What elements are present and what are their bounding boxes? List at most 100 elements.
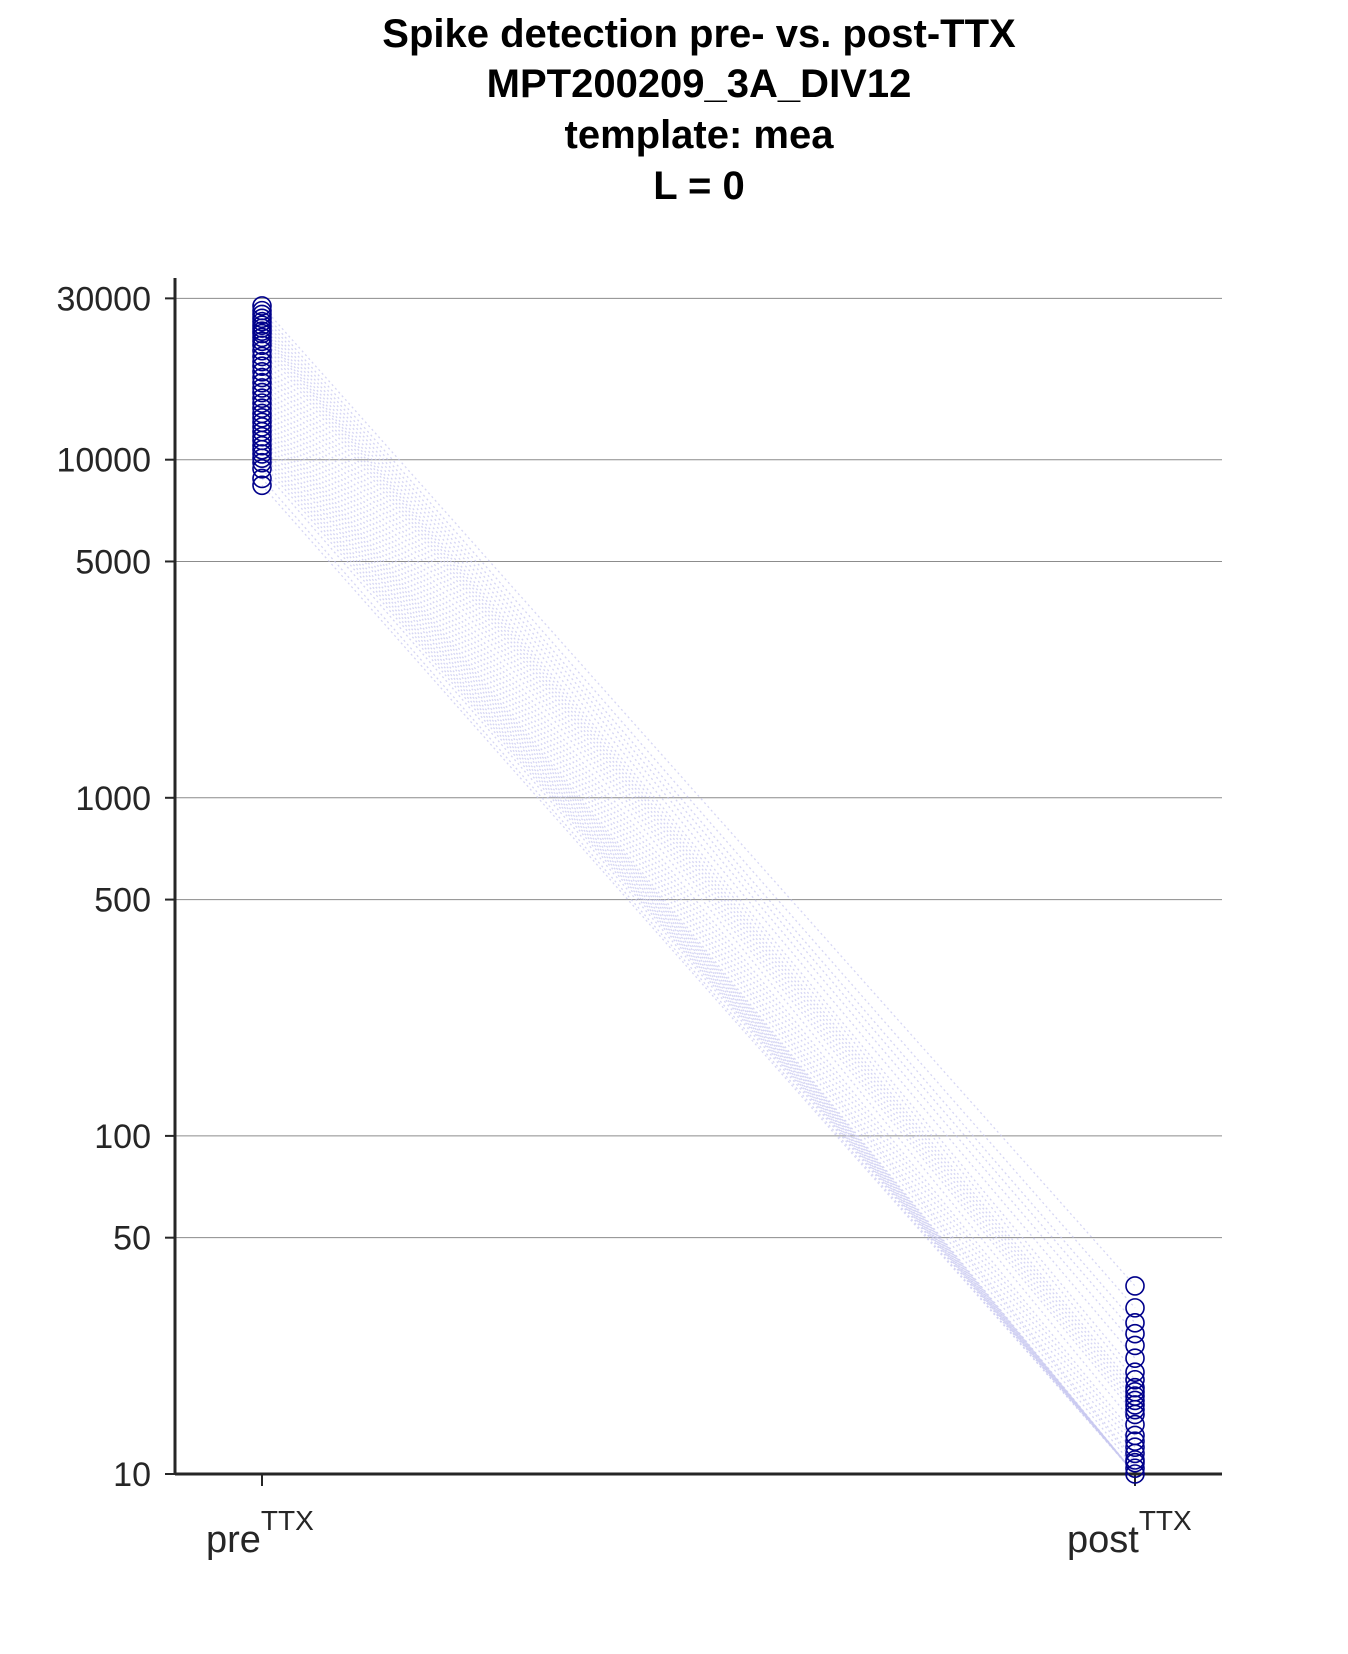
y-tick-label-10: 10 xyxy=(113,1456,151,1494)
post-ttx-point xyxy=(1125,1369,1145,1390)
post-ttx-point xyxy=(1125,1404,1145,1425)
pair-line xyxy=(261,377,1136,1442)
post-ttx-point xyxy=(1125,1276,1145,1296)
pre-ttx-point xyxy=(252,444,272,464)
pre-ttx-point xyxy=(252,296,272,316)
pair-line xyxy=(261,431,1136,1475)
pair-line xyxy=(261,468,1136,1475)
x-category-label-post: postTTX xyxy=(1067,1505,1192,1561)
y-tick-label-1000: 1000 xyxy=(75,780,151,818)
pair-line xyxy=(261,484,1136,1475)
y-tick-label-50: 50 xyxy=(113,1220,151,1258)
pre-ttx-point xyxy=(252,439,272,460)
pair-line xyxy=(261,333,1136,1389)
post-ttx-point xyxy=(1125,1390,1145,1411)
pair-line xyxy=(261,457,1136,1475)
pre-ttx-point xyxy=(252,408,272,428)
pair-line xyxy=(261,356,1136,1411)
pair-line xyxy=(261,392,1136,1461)
pair-line xyxy=(261,327,1136,1373)
pre-ttx-point xyxy=(252,382,272,403)
pre-ttx-point xyxy=(252,458,272,479)
tick-labels: 10 50 100 500 1000 5000 10000 30000 preTTX postTT… xyxy=(56,280,1192,1561)
post-ttx-point xyxy=(1125,1452,1145,1473)
pair-line xyxy=(261,330,1136,1381)
axes xyxy=(165,278,1222,1486)
pair-line xyxy=(261,445,1136,1475)
y-tick-label-10000: 10000 xyxy=(56,442,151,480)
x-category-label-pre: preTTX xyxy=(206,1505,314,1561)
post-ttx-point xyxy=(1125,1335,1145,1356)
pair-line xyxy=(261,321,1136,1346)
pair-line xyxy=(261,305,1136,1287)
post-ttx-point xyxy=(1125,1399,1145,1420)
post-ttx-point xyxy=(1125,1437,1145,1458)
pair-line xyxy=(261,361,1136,1415)
post-ttx-point xyxy=(1125,1362,1145,1383)
pre-ttx-point xyxy=(252,448,272,469)
post-ttx-point xyxy=(1125,1298,1145,1318)
pre-ttx-point xyxy=(252,361,272,382)
grid-lines xyxy=(175,297,1222,1239)
pair-line xyxy=(261,336,1136,1393)
pair-line xyxy=(261,382,1136,1448)
post-ttx-point xyxy=(1125,1464,1145,1484)
pre-ttx-point xyxy=(252,468,272,489)
pair-line xyxy=(261,371,1136,1436)
pre-ttx-point xyxy=(252,378,272,398)
post-ttx-point xyxy=(1125,1443,1145,1464)
pre-ttx-point xyxy=(252,346,272,367)
pre-ttx-point xyxy=(252,367,272,388)
pair-line xyxy=(261,421,1136,1475)
pair-lines xyxy=(261,305,1136,1475)
pair-line xyxy=(261,440,1136,1475)
chart-title-line-4: L = 0 xyxy=(653,164,745,208)
pair-line xyxy=(261,436,1136,1475)
pair-line xyxy=(261,344,1136,1401)
data-markers xyxy=(252,296,1145,1484)
pair-line xyxy=(261,402,1136,1469)
y-tick-label-500: 500 xyxy=(94,882,151,920)
pair-line xyxy=(261,426,1136,1475)
y-tick-label-30000: 30000 xyxy=(56,280,151,318)
pre-ttx-point xyxy=(252,372,272,393)
chart-title-line-2: MPT200209_3A_DIV12 xyxy=(486,62,912,106)
pair-line xyxy=(261,350,1136,1406)
pre-ttx-point xyxy=(252,351,272,372)
y-tick-label-100: 100 xyxy=(94,1118,151,1156)
pre-ttx-point xyxy=(252,335,272,356)
pair-line xyxy=(261,397,1136,1464)
chart-title-line-1: Spike detection pre- vs. post-TTX xyxy=(382,12,1016,56)
pair-line xyxy=(261,413,1136,1475)
pre-ttx-point xyxy=(252,356,272,377)
pre-ttx-point xyxy=(252,331,272,352)
pair-line xyxy=(261,478,1136,1475)
chart-title-line-3: template: mea xyxy=(564,113,834,157)
y-tick-label-5000: 5000 xyxy=(75,543,151,581)
pre-ttx-point xyxy=(252,327,272,348)
pair-line xyxy=(261,453,1136,1475)
pre-ttx-point xyxy=(252,340,272,361)
post-ttx-point xyxy=(1125,1458,1145,1479)
pair-line xyxy=(261,365,1136,1426)
pair-line xyxy=(261,324,1136,1359)
pair-line xyxy=(261,417,1136,1475)
pre-ttx-point xyxy=(252,475,272,496)
post-ttx-point xyxy=(1125,1395,1145,1415)
pre-ttx-point xyxy=(252,435,272,456)
post-ttx-point xyxy=(1125,1348,1145,1369)
pre-ttx-point xyxy=(252,393,272,413)
pre-ttx-point xyxy=(252,452,272,473)
pair-line xyxy=(261,449,1136,1475)
pair-line xyxy=(261,310,1136,1309)
pair-line xyxy=(261,387,1136,1454)
post-ttx-point xyxy=(1125,1414,1145,1435)
post-ttx-point xyxy=(1125,1323,1145,1344)
pair-line xyxy=(261,313,1136,1324)
pair-line xyxy=(261,340,1136,1397)
post-ttx-point xyxy=(1125,1313,1145,1333)
pre-ttx-point xyxy=(252,388,272,409)
pair-line xyxy=(261,317,1136,1335)
